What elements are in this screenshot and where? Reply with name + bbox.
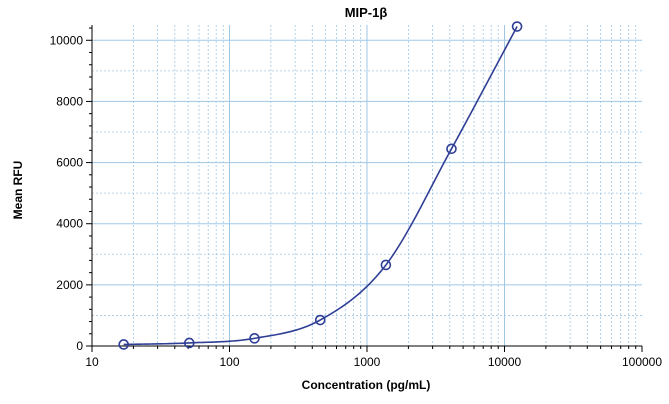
x-axis-label: Concentration (pg/mL) <box>302 378 431 392</box>
x-tick-label: 100000 <box>622 355 662 369</box>
data-points <box>118 21 523 350</box>
y-tick-label: 10000 <box>50 33 84 47</box>
data-point <box>314 314 326 326</box>
y-tick-label: 8000 <box>56 94 83 108</box>
x-tick-label: 10 <box>85 355 99 369</box>
grid <box>92 25 642 346</box>
x-tick-label: 100 <box>219 355 239 369</box>
data-point <box>380 259 392 271</box>
tick-labels: 10 100 1000 10000 100000 0 2000 4000 6000 8000 100… <box>50 33 663 369</box>
y-tick-label: 2000 <box>56 278 83 292</box>
y-axis-label: Mean RFU <box>11 161 25 220</box>
y-tick-label: 6000 <box>56 156 83 170</box>
x-tick-label: 10000 <box>488 355 522 369</box>
fit-curve-layer <box>123 26 518 346</box>
fit-curve <box>123 26 518 346</box>
data-point <box>183 337 195 349</box>
data-point <box>118 339 129 350</box>
y-tick-label: 0 <box>76 339 83 353</box>
x-tick-label: 1000 <box>354 355 381 369</box>
chart-title: MIP-1β <box>345 5 388 20</box>
data-point <box>511 21 523 32</box>
data-point <box>446 143 457 155</box>
y-tick-label: 4000 <box>56 217 83 231</box>
axes <box>86 25 643 352</box>
data-point <box>249 333 260 344</box>
